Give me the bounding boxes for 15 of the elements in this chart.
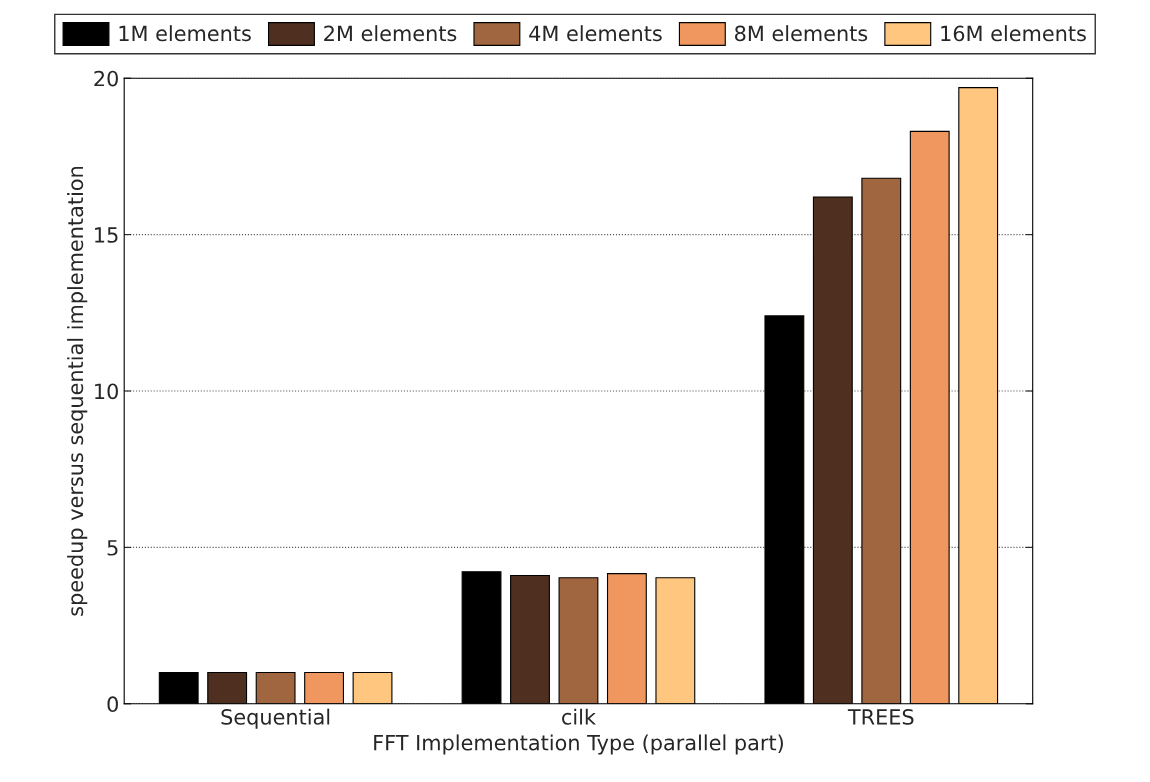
x-tick-label: TREES <box>847 709 914 725</box>
y-tick-label: 0 <box>107 696 118 713</box>
x-tick-label: Sequential <box>221 708 330 729</box>
legend-label: 4M elements <box>529 25 662 42</box>
y-tick-label: 20 <box>94 70 118 87</box>
y-tick-label: 15 <box>95 227 118 243</box>
y-tick-label: 5 <box>107 540 118 556</box>
legend-label: 16M elements <box>941 25 1086 42</box>
legend-label: 2M elements <box>324 25 457 42</box>
y-tick-label: 10 <box>95 383 118 400</box>
y-axis-title: speedup versus sequential implementation <box>67 166 88 616</box>
x-tick-label: cilk <box>562 708 596 725</box>
legend-label: 1M elements <box>119 25 251 42</box>
x-axis-title: FFT Implementation Type (parallel part) <box>374 734 783 755</box>
legend-label: 8M elements <box>735 25 868 42</box>
